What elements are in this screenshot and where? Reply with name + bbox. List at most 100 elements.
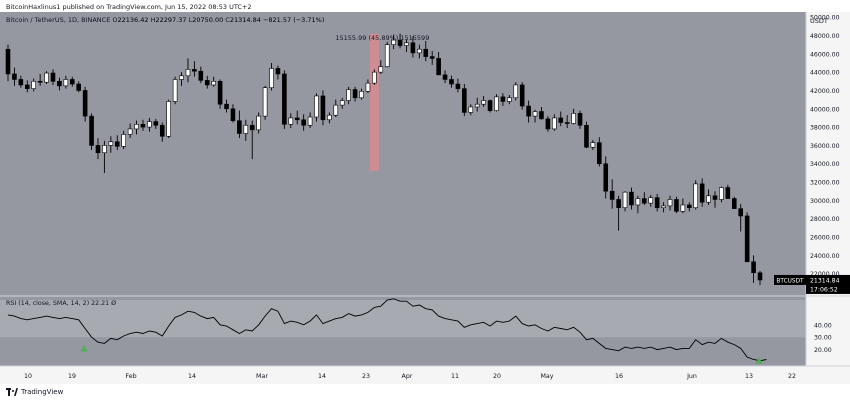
- candle[interactable]: [661, 205, 666, 209]
- candle[interactable]: [462, 88, 467, 113]
- candle[interactable]: [648, 197, 654, 204]
- candle[interactable]: [423, 48, 429, 57]
- candle[interactable]: [365, 82, 371, 92]
- candle[interactable]: [76, 83, 81, 91]
- candle[interactable]: [494, 96, 499, 111]
- candle[interactable]: [455, 83, 461, 89]
- candle[interactable]: [359, 91, 364, 99]
- candle[interactable]: [352, 89, 358, 99]
- candle[interactable]: [294, 117, 300, 121]
- candle[interactable]: [674, 199, 679, 212]
- candle[interactable]: [37, 80, 43, 83]
- candle[interactable]: [429, 56, 435, 59]
- candle[interactable]: [339, 100, 345, 106]
- range-highlight[interactable]: [369, 33, 379, 172]
- candle[interactable]: [629, 191, 634, 206]
- candle[interactable]: [230, 108, 236, 121]
- candle[interactable]: [552, 117, 557, 130]
- candle[interactable]: [18, 79, 24, 86]
- candle[interactable]: [487, 100, 493, 111]
- candle[interactable]: [372, 71, 377, 84]
- candle[interactable]: [320, 95, 326, 121]
- candle[interactable]: [590, 142, 596, 148]
- candle[interactable]: [545, 118, 551, 130]
- candle[interactable]: [217, 80, 223, 105]
- candle[interactable]: [301, 119, 306, 126]
- candle[interactable]: [95, 145, 101, 154]
- candle[interactable]: [519, 84, 525, 107]
- candle[interactable]: [211, 80, 216, 86]
- candle[interactable]: [269, 68, 274, 89]
- candle[interactable]: [50, 72, 56, 82]
- candle[interactable]: [121, 134, 126, 147]
- candle[interactable]: [622, 191, 628, 209]
- candle[interactable]: [404, 42, 409, 46]
- candle[interactable]: [513, 84, 519, 99]
- candle[interactable]: [391, 39, 396, 45]
- candle[interactable]: [256, 115, 261, 131]
- candle[interactable]: [731, 198, 737, 209]
- candle[interactable]: [384, 44, 390, 67]
- candle[interactable]: [577, 113, 583, 126]
- candle[interactable]: [584, 124, 589, 148]
- candle[interactable]: [597, 142, 602, 165]
- candle[interactable]: [12, 73, 17, 80]
- time-axis[interactable]: [0, 366, 850, 384]
- candle[interactable]: [63, 79, 69, 87]
- candle[interactable]: [307, 116, 313, 126]
- candle[interactable]: [667, 199, 673, 207]
- candle[interactable]: [327, 114, 332, 121]
- candle[interactable]: [204, 80, 210, 86]
- candle[interactable]: [410, 42, 416, 54]
- candle[interactable]: [179, 75, 184, 80]
- candle[interactable]: [224, 103, 229, 110]
- candle[interactable]: [24, 84, 30, 89]
- tradingview-logo[interactable]: TradingView: [6, 388, 63, 396]
- candle[interactable]: [532, 111, 538, 117]
- price-pane[interactable]: [0, 12, 806, 296]
- rsi-line[interactable]: [7, 298, 767, 362]
- candle[interactable]: [609, 190, 615, 200]
- candle[interactable]: [558, 117, 564, 123]
- candle[interactable]: [725, 187, 731, 199]
- candle[interactable]: [616, 199, 621, 209]
- candle[interactable]: [185, 69, 191, 77]
- candle[interactable]: [481, 100, 486, 105]
- candle[interactable]: [243, 124, 249, 134]
- candle[interactable]: [159, 124, 165, 137]
- candle[interactable]: [249, 124, 255, 131]
- candle[interactable]: [449, 79, 454, 85]
- candle[interactable]: [262, 87, 268, 117]
- candle[interactable]: [500, 96, 506, 102]
- candle[interactable]: [635, 198, 641, 206]
- candle[interactable]: [275, 68, 281, 75]
- candle[interactable]: [719, 187, 724, 200]
- candle[interactable]: [31, 80, 37, 89]
- candle[interactable]: [114, 141, 120, 147]
- candle[interactable]: [642, 198, 647, 204]
- candle[interactable]: [442, 74, 448, 80]
- candle[interactable]: [282, 73, 287, 125]
- candle[interactable]: [82, 90, 88, 117]
- candle[interactable]: [378, 66, 384, 73]
- candle[interactable]: [539, 111, 544, 120]
- candle[interactable]: [751, 261, 756, 274]
- candle[interactable]: [738, 208, 744, 217]
- candle[interactable]: [397, 39, 403, 46]
- candle[interactable]: [69, 79, 75, 85]
- candle[interactable]: [654, 197, 660, 209]
- candle[interactable]: [468, 106, 474, 113]
- candle[interactable]: [526, 105, 531, 117]
- candle[interactable]: [571, 113, 576, 124]
- candle[interactable]: [680, 204, 686, 212]
- candle[interactable]: [757, 272, 763, 281]
- candle[interactable]: [89, 115, 94, 146]
- candle[interactable]: [507, 97, 512, 102]
- price-axis[interactable]: [806, 12, 850, 366]
- candle[interactable]: [172, 79, 178, 102]
- candle[interactable]: [333, 104, 339, 116]
- candle[interactable]: [687, 204, 692, 209]
- candle[interactable]: [603, 163, 609, 192]
- candle[interactable]: [198, 70, 204, 81]
